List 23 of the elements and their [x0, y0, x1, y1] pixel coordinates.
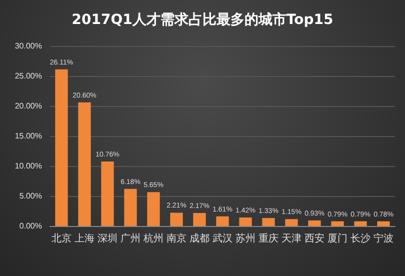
- x-tick-label: 天津: [282, 232, 302, 244]
- x-tick-label: 厦门: [328, 232, 348, 244]
- x-tick-label: 广州: [120, 232, 140, 244]
- x-tick-label: 重庆: [258, 232, 278, 244]
- x-tick-label: 宁波: [374, 232, 394, 244]
- x-tick-label: 成都: [190, 232, 210, 244]
- y-tick-label: 25.00%: [14, 72, 42, 80]
- y-tick-label: 30.00%: [14, 42, 42, 50]
- x-tick-label: 西安: [304, 232, 324, 244]
- y-tick-label: 0.00%: [19, 222, 42, 230]
- x-tick-label: 南京: [166, 232, 186, 244]
- y-tick-label: 20.00%: [14, 102, 42, 110]
- x-tick-label: 深圳: [98, 232, 118, 244]
- y-tick-label: 10.00%: [14, 162, 42, 170]
- x-tick-label: 杭州: [142, 232, 164, 244]
- y-tick-label: 5.00%: [19, 192, 42, 200]
- chart-title: 2017Q1人才需求占比最多的城市Top15: [72, 11, 334, 28]
- x-tick-label: 北京: [52, 232, 72, 244]
- y-tick-label: 15.00%: [14, 132, 42, 140]
- x-tick-label: 长沙: [350, 232, 370, 244]
- x-tick-label: 上海: [74, 232, 94, 244]
- x-tick-label: 武汉: [212, 232, 232, 244]
- x-tick-label: 苏州: [236, 232, 256, 244]
